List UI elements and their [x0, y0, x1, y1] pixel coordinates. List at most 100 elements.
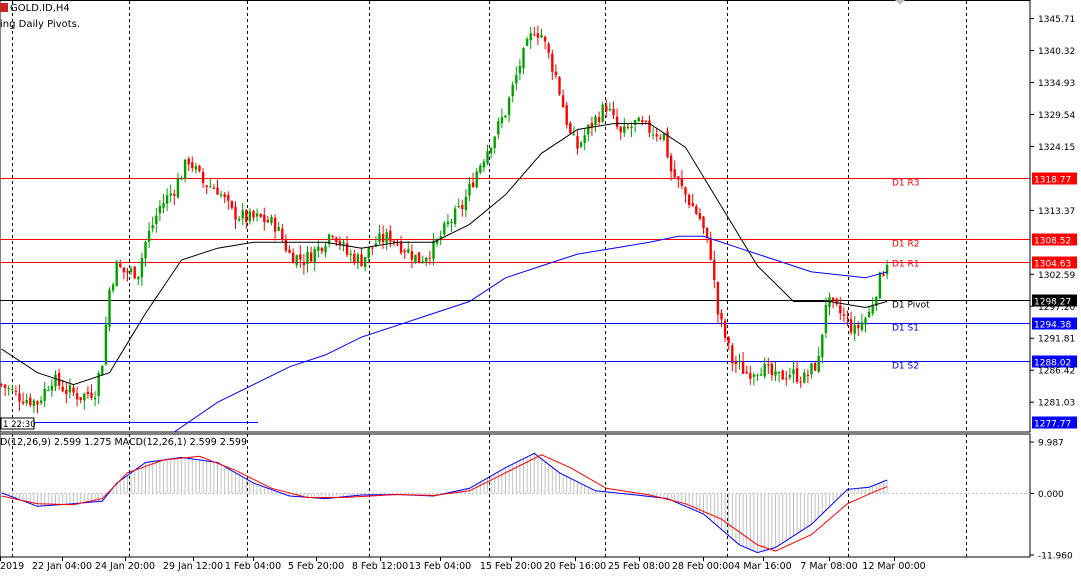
candle-body [698, 213, 702, 219]
candle-body [414, 254, 417, 263]
y-axis-label: 1281.03 [1038, 399, 1075, 409]
candle-body [734, 361, 738, 365]
candle-body [493, 136, 496, 148]
candle-body [536, 33, 540, 38]
candle-body [396, 243, 399, 245]
candle-body [468, 183, 471, 196]
candle-body [43, 388, 46, 401]
candle-body [205, 185, 208, 188]
macd-axis-label: -11.960 [1038, 552, 1073, 562]
candle-body [641, 120, 644, 123]
candle-body [273, 217, 277, 232]
candle-body [828, 297, 831, 307]
candle-body [749, 372, 752, 379]
candle-body [230, 201, 234, 208]
y-axis-label: 1291.81 [1038, 335, 1075, 345]
price-panel-frame [0, 0, 1031, 433]
x-axis-label: 20 Feb 16:00 [544, 561, 606, 572]
candle-body [61, 386, 64, 392]
gridlines [12, 1, 967, 557]
candle-body [29, 397, 32, 406]
candle-body [572, 134, 576, 136]
candle-body [327, 234, 331, 244]
candle-body [245, 210, 248, 222]
candle-body [137, 276, 140, 280]
candle-body [331, 236, 334, 238]
candle-body [126, 271, 129, 273]
candle-body [313, 249, 316, 263]
candle-body [176, 178, 180, 198]
x-axis-label: 1 Feb 04:00 [225, 561, 281, 572]
candle-body [147, 230, 151, 242]
candle-body [871, 305, 874, 314]
x-axis-label: 12 Mar 00:00 [862, 561, 925, 572]
pivot-price-tag [1032, 294, 1077, 307]
moving-averages [1, 123, 888, 433]
ma-slow-line [174, 235, 888, 433]
candle-body [824, 305, 828, 333]
candle-body [399, 241, 403, 253]
candle-body [97, 373, 100, 397]
candle-body [169, 193, 172, 196]
y-axis-label: 1297.20 [1038, 303, 1075, 313]
candle-body [18, 393, 21, 402]
time-marker: 1 22:30 [3, 420, 36, 430]
candle-body [540, 35, 543, 38]
candle-body [547, 43, 550, 53]
pivot-price-tag-text: 1288.02 [1034, 359, 1071, 369]
candle-body [227, 194, 230, 201]
candle-body [533, 34, 536, 36]
candle-body [36, 401, 39, 405]
macd-panel [0, 452, 1030, 554]
indicator-title: ing Daily Pivots. [0, 19, 81, 30]
candle-body [378, 233, 381, 242]
candle-body [644, 120, 648, 122]
candle-body [576, 135, 579, 149]
candle-body [54, 374, 57, 387]
candle-body [317, 246, 320, 251]
y-axis-label: 1340.32 [1038, 47, 1075, 57]
candle-body [324, 246, 327, 253]
candle-body [180, 178, 183, 180]
candle-body [504, 115, 507, 118]
candle-body [500, 117, 504, 124]
candle-body [849, 319, 853, 333]
candle-body [489, 148, 493, 153]
candle-body [3, 384, 7, 388]
candle-body [673, 169, 676, 178]
candle-body [363, 257, 367, 268]
candle-body [738, 361, 741, 363]
candle-body [522, 48, 525, 69]
candle-body [417, 252, 421, 264]
candle-body [0, 384, 3, 386]
candle-body [403, 250, 406, 253]
pivot-levels: D1 R3 D1 R2 D1 R1 D1 Pivot D1 S1 D1 S2 [0, 178, 1030, 423]
candle-body [241, 210, 244, 219]
candle-body [680, 178, 684, 187]
candle-body [309, 252, 313, 262]
chart-title: GOLD.ID,H4 [0, 3, 70, 14]
candle-body [756, 374, 759, 376]
candle-body [266, 220, 270, 223]
candle-body [281, 228, 284, 240]
candle-body [716, 282, 720, 315]
candle-body [857, 324, 860, 329]
pivot-label: D1 R3 [892, 179, 920, 189]
candle-body [104, 324, 108, 365]
candle-body [479, 165, 482, 173]
candle-body [767, 364, 770, 366]
x-axis-label: 8 Feb 12:00 [352, 561, 408, 572]
x-axis-label: 24 Jan 20:00 [95, 561, 155, 572]
candle-body [219, 194, 223, 196]
candle-body [119, 263, 122, 267]
candle-body [183, 159, 187, 179]
candle-body [198, 165, 201, 171]
pivot-label: D1 S2 [892, 362, 919, 372]
candle-body [65, 389, 68, 395]
candle-body [623, 125, 626, 133]
candle-body [302, 261, 306, 266]
candle-body [194, 165, 198, 170]
candle-body [129, 268, 133, 272]
candle-body [450, 221, 453, 223]
candle-body [371, 247, 374, 249]
